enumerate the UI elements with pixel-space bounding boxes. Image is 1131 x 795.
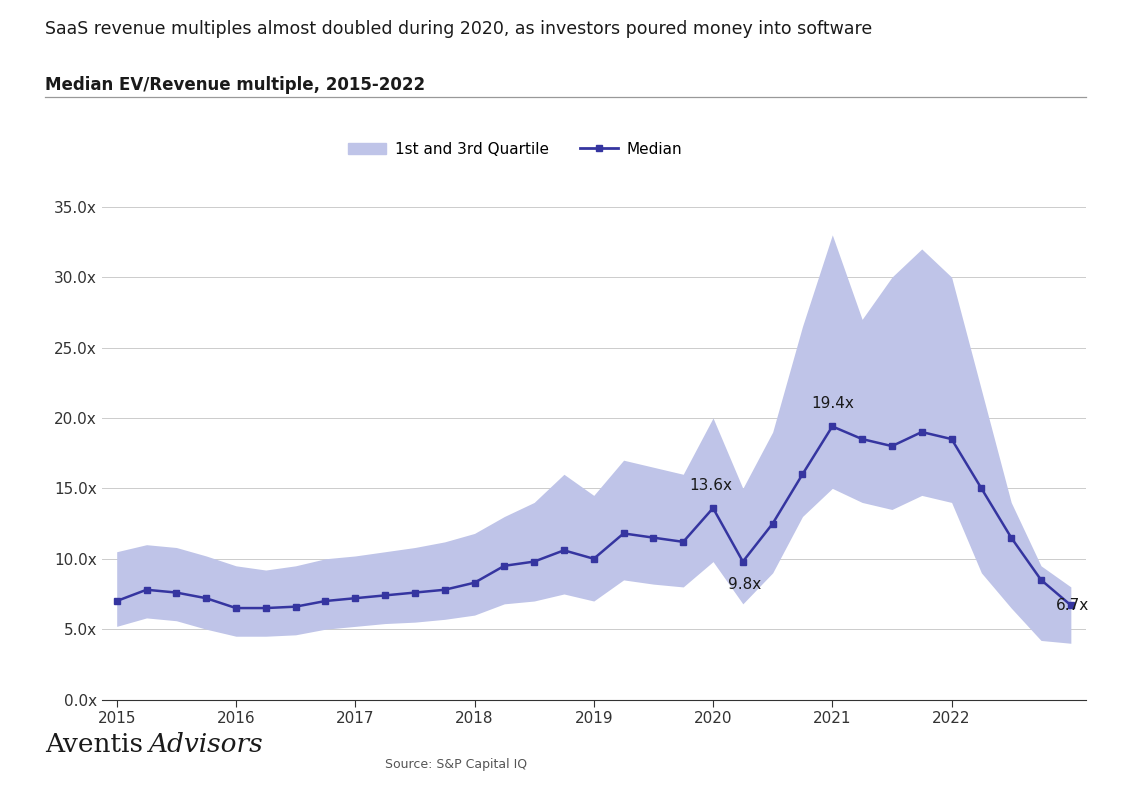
Text: 6.7x: 6.7x: [1056, 598, 1089, 613]
Text: Median EV/Revenue multiple, 2015-2022: Median EV/Revenue multiple, 2015-2022: [45, 76, 425, 94]
Text: SaaS revenue multiples almost doubled during 2020, as investors poured money int: SaaS revenue multiples almost doubled du…: [45, 20, 872, 38]
Text: Advisors: Advisors: [148, 732, 262, 757]
Text: Aventis: Aventis: [45, 732, 144, 757]
Text: Source: S&P Capital IQ: Source: S&P Capital IQ: [385, 758, 527, 771]
Text: 9.8x: 9.8x: [728, 576, 761, 591]
Legend: 1st and 3rd Quartile, Median: 1st and 3rd Quartile, Median: [342, 135, 689, 163]
Text: 19.4x: 19.4x: [811, 397, 854, 411]
Text: 13.6x: 13.6x: [689, 478, 732, 493]
